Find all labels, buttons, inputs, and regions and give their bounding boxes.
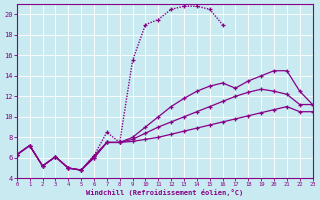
X-axis label: Windchill (Refroidissement éolien,°C): Windchill (Refroidissement éolien,°C) — [86, 189, 243, 196]
